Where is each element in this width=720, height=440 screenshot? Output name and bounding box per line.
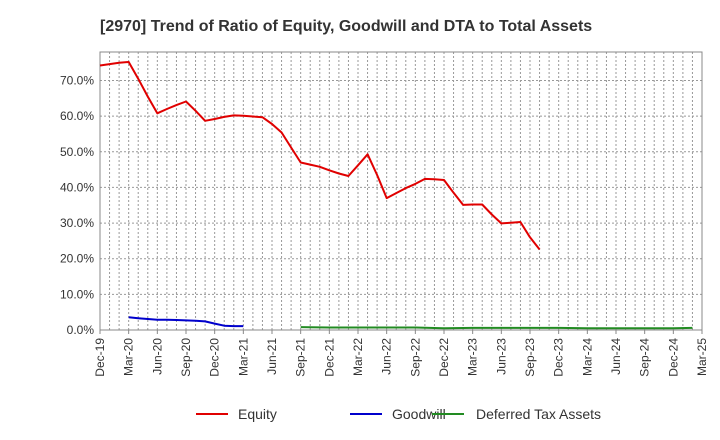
legend-item: Equity (196, 406, 277, 422)
x-tick-label: Dec-23 (552, 338, 566, 377)
y-tick-label: 10.0% (60, 287, 94, 301)
series-line-goodwill (128, 316, 244, 328)
x-tick-label: Dec-24 (666, 338, 680, 377)
legend-item: Goodwill (350, 406, 446, 422)
legend-label: Equity (238, 406, 277, 422)
plot-frame (99, 51, 703, 331)
x-tick-label: Jun-24 (609, 338, 623, 375)
x-tick-label: Mar-25 (695, 338, 709, 376)
x-tick-label: Sep-21 (294, 338, 308, 377)
legend-label: Deferred Tax Assets (476, 406, 601, 422)
x-tick-label: Dec-19 (93, 338, 107, 377)
y-tick-label: 40.0% (60, 180, 94, 194)
y-tick-label: 70.0% (60, 74, 94, 88)
x-tick-label: Dec-22 (437, 338, 451, 377)
x-tick-label: Sep-20 (179, 338, 193, 377)
y-tick-label: 20.0% (60, 252, 94, 266)
x-tick-label: Mar-20 (122, 338, 136, 376)
y-tick-label: 30.0% (60, 216, 94, 230)
x-tick-label: Jun-22 (380, 338, 394, 375)
x-tick-label: Mar-24 (580, 338, 594, 376)
x-tick-label: Dec-21 (322, 338, 336, 377)
x-tick-label: Mar-23 (466, 338, 480, 376)
legend-item: Deferred Tax Assets (432, 406, 601, 422)
x-tick-label: Dec-20 (208, 338, 222, 377)
y-tick-label: 0.0% (67, 323, 95, 337)
legend-label: Goodwill (392, 406, 446, 422)
y-tick-label: 60.0% (60, 109, 94, 123)
chart-title: [2970] Trend of Ratio of Equity, Goodwil… (100, 18, 592, 35)
x-tick-label: Jun-21 (265, 338, 279, 375)
x-tick-label: Sep-22 (408, 338, 422, 377)
legend: Equity Goodwill Deferred Tax Assets (196, 406, 601, 422)
x-tick-label: Sep-23 (523, 338, 537, 377)
x-tick-label: Mar-21 (236, 338, 250, 376)
x-tick-label: Jun-20 (150, 338, 164, 375)
x-tick-label: Mar-22 (351, 338, 365, 376)
x-tick-label: Sep-24 (638, 338, 652, 377)
y-tick-label: 50.0% (60, 145, 94, 159)
series-line-deferred-tax-assets (300, 326, 693, 330)
series-line-equity (99, 61, 541, 251)
series-layer (99, 61, 693, 330)
x-tick-label: Jun-23 (494, 338, 508, 375)
axis-layer: 0.0% 10.0% 20.0% 30.0% 40.0% 50.0% 60.0% 70.0% D… (60, 51, 709, 377)
